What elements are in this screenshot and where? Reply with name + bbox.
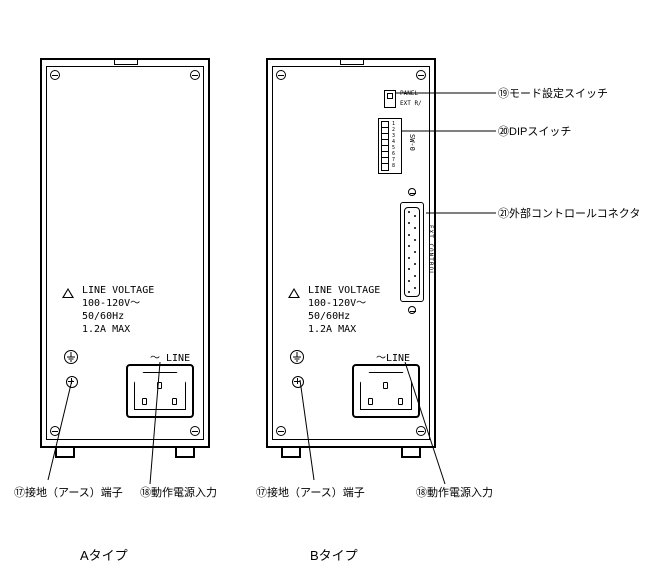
voltage-line1: LINE VOLTAGE bbox=[82, 284, 154, 297]
warning-icon bbox=[62, 288, 74, 298]
callout-num: ㉑ bbox=[498, 208, 509, 220]
callout-line-17b bbox=[280, 380, 340, 490]
voltage-line4: 1.2A MAX bbox=[308, 323, 380, 336]
callout-text: 接地（アース）端子 bbox=[25, 487, 123, 499]
ext-label: EXT R/ bbox=[400, 100, 422, 107]
callout-text: 動作電源入力 bbox=[427, 487, 493, 499]
screw-icon bbox=[416, 70, 426, 80]
callout-num: ⑱ bbox=[416, 487, 427, 499]
callout-line-18a bbox=[130, 362, 190, 492]
screw-icon bbox=[276, 70, 286, 80]
dip-switch: 12345678 bbox=[378, 118, 402, 174]
voltage-line1: LINE VOLTAGE bbox=[308, 284, 380, 297]
screw-icon bbox=[408, 188, 416, 196]
warning-icon bbox=[288, 288, 300, 298]
ground-icon bbox=[290, 350, 304, 364]
callout-line-19 bbox=[396, 92, 496, 94]
callout-21: ㉑外部コントロールコネクタ bbox=[498, 205, 640, 221]
callout-line-18b bbox=[390, 362, 470, 492]
pin-icon bbox=[383, 382, 388, 389]
mode-switch bbox=[384, 90, 396, 108]
pin-icon bbox=[368, 398, 373, 405]
screw-icon bbox=[190, 70, 200, 80]
callout-18b: ⑱動作電源入力 bbox=[416, 484, 493, 500]
device-b-title: Bタイプ bbox=[310, 545, 358, 564]
callout-20: ⑳DIPスイッチ bbox=[498, 123, 571, 139]
callout-num: ⑰ bbox=[256, 487, 267, 499]
callout-17a: ⑰接地（アース）端子 bbox=[14, 484, 123, 500]
voltage-line2: 100-120V～ bbox=[308, 297, 380, 310]
screw-icon bbox=[408, 306, 416, 314]
callout-17b: ⑰接地（アース）端子 bbox=[256, 484, 365, 500]
voltage-line3: 50/60Hz bbox=[308, 310, 380, 323]
callout-num: ⑳ bbox=[498, 126, 509, 138]
callout-num: ⑲ bbox=[498, 88, 509, 100]
ground-icon bbox=[64, 350, 78, 364]
voltage-line2: 100-120V～ bbox=[82, 297, 154, 310]
ext-control-connector bbox=[400, 202, 424, 302]
callout-line-20 bbox=[402, 130, 496, 132]
voltage-block: LINE VOLTAGE 100-120V～ 50/60Hz 1.2A MAX bbox=[82, 284, 154, 336]
screw-icon bbox=[50, 70, 60, 80]
callout-line-21 bbox=[426, 212, 496, 214]
device-b-top-slot bbox=[340, 60, 364, 65]
callout-text: 動作電源入力 bbox=[151, 487, 217, 499]
callout-text: 外部コントロールコネクタ bbox=[509, 208, 640, 220]
callout-text: DIPスイッチ bbox=[509, 126, 571, 138]
callout-19: ⑲モード設定スイッチ bbox=[498, 85, 608, 101]
callout-text: モード設定スイッチ bbox=[509, 88, 608, 100]
callout-text: 接地（アース）端子 bbox=[267, 487, 365, 499]
callout-line-17a bbox=[28, 380, 88, 490]
screw-icon bbox=[190, 426, 200, 436]
sw-label: SW-0 bbox=[408, 134, 416, 151]
device-a-title: Aタイプ bbox=[80, 545, 128, 564]
voltage-line4: 1.2A MAX bbox=[82, 323, 154, 336]
ext-ctrl-label: EXT CONTROL bbox=[427, 225, 434, 276]
voltage-line3: 50/60Hz bbox=[82, 310, 154, 323]
voltage-block: LINE VOLTAGE 100-120V～ 50/60Hz 1.2A MAX bbox=[308, 284, 380, 336]
callout-num: ⑰ bbox=[14, 487, 25, 499]
callout-num: ⑱ bbox=[140, 487, 151, 499]
callout-18a: ⑱動作電源入力 bbox=[140, 484, 217, 500]
device-a-top-slot bbox=[114, 60, 138, 65]
